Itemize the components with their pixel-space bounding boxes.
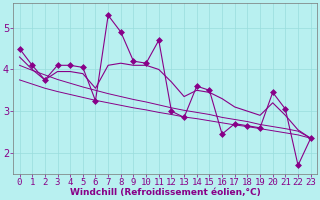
X-axis label: Windchill (Refroidissement éolien,°C): Windchill (Refroidissement éolien,°C)	[70, 188, 260, 197]
